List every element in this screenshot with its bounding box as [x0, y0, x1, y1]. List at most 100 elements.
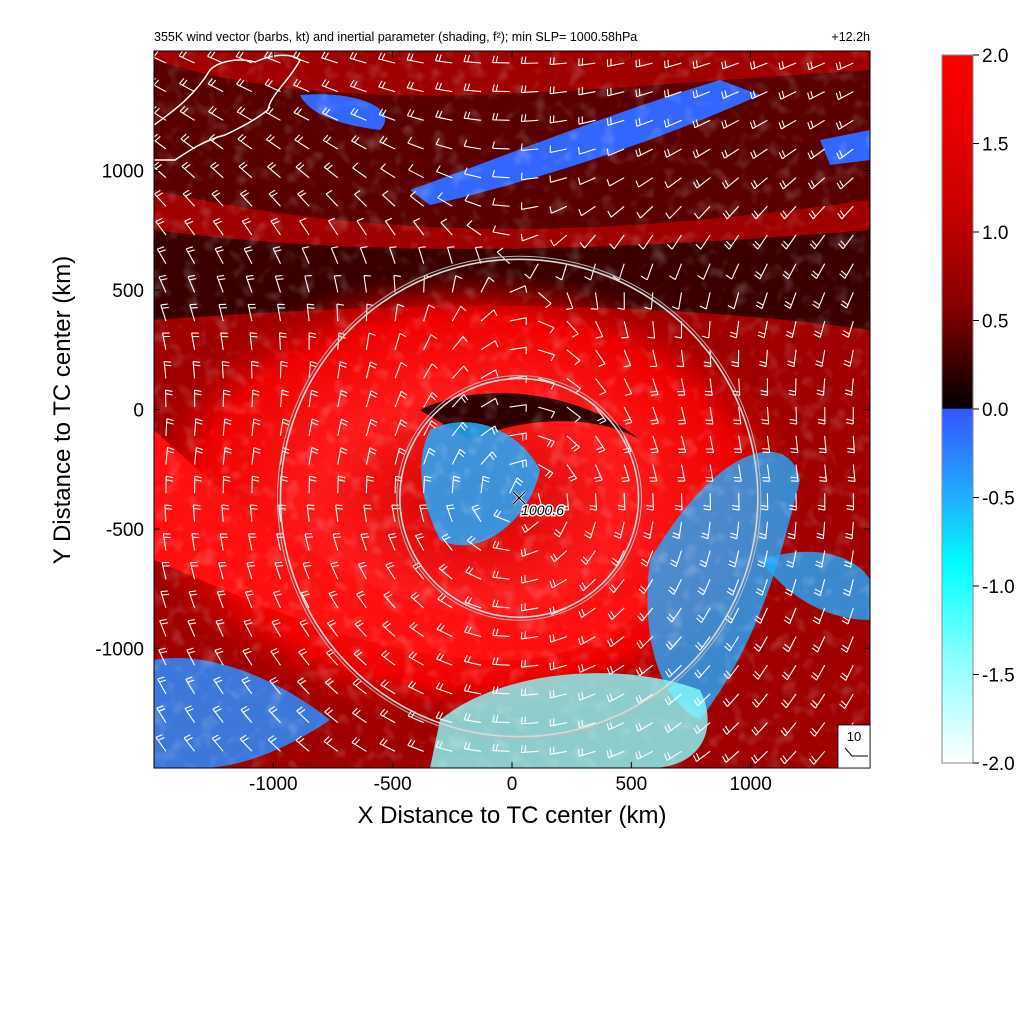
wind-barb: [664, 177, 682, 189]
wind-barb: [609, 234, 625, 250]
x-axis-ticks: -1000 -500 0 500 1000: [249, 51, 772, 795]
wind-barb: [365, 447, 377, 465]
wind-barb: [607, 205, 625, 218]
wind-barb: [236, 78, 253, 93]
wind-barb: [580, 550, 596, 565]
wind-barb: [722, 693, 740, 707]
wind-barb: [520, 202, 539, 210]
wind-barb: [846, 493, 855, 511]
wind-barb: [365, 475, 374, 494]
wind-barb: [623, 349, 632, 368]
wind-barb: [292, 51, 310, 64]
wind-barb: [327, 217, 339, 236]
wind-barb: [725, 607, 740, 624]
wind-barb: [379, 135, 396, 150]
wind-barb: [754, 263, 768, 280]
wind-barb: [819, 464, 828, 482]
wind-barb: [269, 677, 281, 695]
y-tick-label: 0: [133, 401, 144, 422]
wind-barb: [251, 389, 260, 408]
wind-barb: [755, 579, 768, 596]
wind-barb: [240, 705, 253, 723]
center-x: [512, 491, 526, 505]
wind-barb: [612, 263, 625, 281]
wind-barb: [354, 619, 367, 637]
wind-barb: [492, 169, 510, 179]
wind-barb: [154, 77, 167, 93]
wind-barb: [778, 119, 797, 130]
wind-barb: [441, 533, 453, 551]
wind-barb: [480, 340, 499, 351]
reference-barb-label: 10: [847, 729, 861, 744]
wind-barb: [606, 693, 625, 703]
wind-barb: [623, 406, 633, 425]
wind-barb: [415, 533, 425, 551]
wind-barb: [325, 189, 339, 207]
wind-barb: [423, 420, 438, 437]
wind-barb: [753, 636, 768, 652]
wind-barb: [194, 418, 203, 436]
wind-barb: [811, 636, 826, 653]
y-tick-label: -1000: [95, 640, 144, 661]
wind-barb: [297, 677, 310, 695]
wind-barb: [244, 590, 254, 609]
wind-barb: [778, 90, 797, 100]
wind-barb: [272, 590, 282, 609]
x-axis-label: X Distance to TC center (km): [358, 802, 667, 829]
wind-barb: [321, 51, 338, 64]
wind-barb: [492, 657, 510, 666]
wind-barb: [635, 664, 654, 677]
shading-texture: [154, 51, 870, 768]
wind-barb: [635, 59, 653, 68]
wind-barb: [337, 418, 349, 436]
wind-barb: [406, 81, 424, 93]
wind-barb: [356, 590, 367, 609]
wind-barb: [218, 303, 227, 322]
wind-barb: [816, 378, 826, 396]
wind-barb: [156, 246, 167, 264]
wind-barb: [164, 504, 173, 522]
wind-barb: [451, 275, 463, 293]
wind-barb: [465, 566, 482, 580]
wind-barb: [265, 106, 281, 121]
wind-barb: [509, 404, 527, 412]
wind-barb: [279, 418, 290, 436]
wind-barb: [538, 320, 555, 334]
wind-barb: [636, 205, 654, 219]
wind-barb: [214, 647, 224, 666]
wind-barb: [621, 464, 630, 482]
time-label: +12.2h: [831, 30, 870, 44]
wind-barb: [463, 83, 482, 93]
wind-barb: [663, 148, 682, 158]
wind-barb: [695, 234, 711, 250]
wind-barb: [323, 736, 339, 752]
wind-barb: [446, 246, 455, 264]
wind-barb: [160, 303, 169, 322]
wind-barb: [722, 722, 740, 735]
wind-barb: [335, 504, 344, 522]
wind-barb: [779, 750, 797, 765]
wind-barb: [216, 274, 226, 293]
wind-barb: [241, 217, 253, 236]
wind-barb: [751, 693, 768, 708]
wind-barb: [463, 139, 482, 150]
wind-barb: [810, 693, 826, 709]
wind-barb: [815, 349, 826, 368]
wind-barb: [389, 246, 397, 264]
wind-barb: [436, 623, 453, 637]
x-tick-label: 0: [507, 774, 518, 795]
wind-barb: [733, 464, 742, 482]
wind-barb: [187, 274, 197, 293]
wind-barb: [237, 133, 253, 150]
wind-barb: [407, 739, 424, 752]
wind-barb: [359, 246, 368, 264]
wind-barb: [394, 447, 406, 465]
wind-barb: [807, 90, 825, 100]
colorbar-tick-label: -2.0: [982, 754, 1015, 775]
wind-barb: [538, 435, 555, 448]
wind-barb: [729, 321, 740, 339]
wind-barb: [699, 292, 711, 310]
wind-barb: [721, 90, 739, 99]
range-circles: [276, 255, 762, 741]
wind-barb: [321, 107, 339, 121]
